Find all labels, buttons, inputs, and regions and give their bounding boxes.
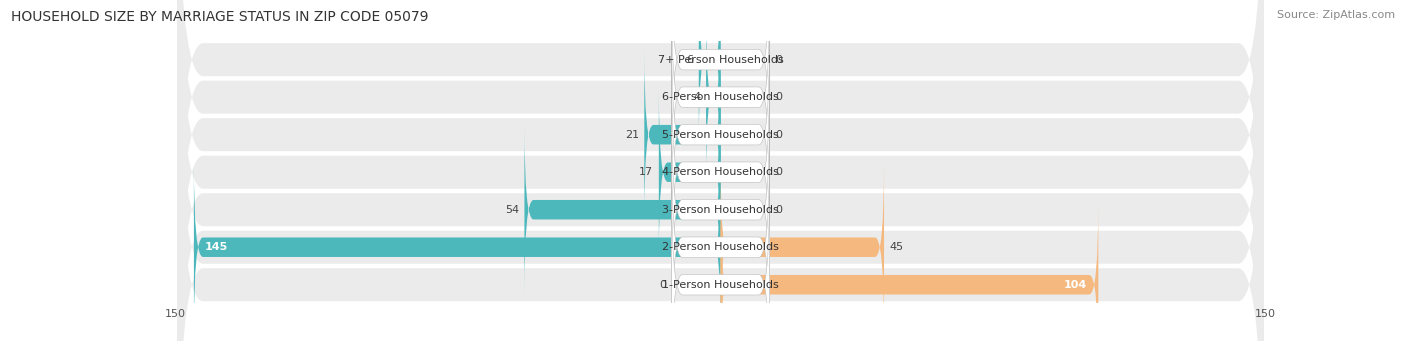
Text: 6-Person Households: 6-Person Households xyxy=(662,92,779,102)
FancyBboxPatch shape xyxy=(177,0,1264,341)
Text: 21: 21 xyxy=(624,130,638,140)
Text: 0: 0 xyxy=(775,55,782,65)
Text: 45: 45 xyxy=(890,242,904,252)
FancyBboxPatch shape xyxy=(177,39,1264,341)
Text: 6: 6 xyxy=(686,55,693,65)
Text: 4-Person Households: 4-Person Households xyxy=(662,167,779,177)
Text: 0: 0 xyxy=(775,130,782,140)
Text: 0: 0 xyxy=(775,205,782,215)
FancyBboxPatch shape xyxy=(644,51,721,219)
FancyBboxPatch shape xyxy=(524,126,721,294)
Text: 5-Person Households: 5-Person Households xyxy=(662,130,779,140)
FancyBboxPatch shape xyxy=(672,32,769,237)
FancyBboxPatch shape xyxy=(672,70,769,275)
FancyBboxPatch shape xyxy=(194,163,721,331)
FancyBboxPatch shape xyxy=(672,0,769,199)
FancyBboxPatch shape xyxy=(699,0,721,144)
FancyBboxPatch shape xyxy=(177,0,1264,341)
FancyBboxPatch shape xyxy=(672,145,769,341)
FancyBboxPatch shape xyxy=(721,163,884,331)
Text: 0: 0 xyxy=(775,167,782,177)
FancyBboxPatch shape xyxy=(672,182,769,341)
Text: 145: 145 xyxy=(205,242,228,252)
FancyBboxPatch shape xyxy=(672,107,769,312)
Text: 3-Person Households: 3-Person Households xyxy=(662,205,779,215)
Text: Source: ZipAtlas.com: Source: ZipAtlas.com xyxy=(1277,10,1395,20)
FancyBboxPatch shape xyxy=(721,201,1098,341)
Text: 0: 0 xyxy=(659,280,666,290)
Text: HOUSEHOLD SIZE BY MARRIAGE STATUS IN ZIP CODE 05079: HOUSEHOLD SIZE BY MARRIAGE STATUS IN ZIP… xyxy=(11,10,429,24)
Text: 7+ Person Households: 7+ Person Households xyxy=(658,55,783,65)
FancyBboxPatch shape xyxy=(177,0,1264,341)
FancyBboxPatch shape xyxy=(672,0,769,162)
Text: 54: 54 xyxy=(505,205,519,215)
Text: 104: 104 xyxy=(1064,280,1087,290)
FancyBboxPatch shape xyxy=(177,1,1264,341)
Text: 2-Person Households: 2-Person Households xyxy=(662,242,779,252)
Text: 4: 4 xyxy=(693,92,700,102)
Text: 1-Person Households: 1-Person Households xyxy=(662,280,779,290)
FancyBboxPatch shape xyxy=(659,88,721,256)
Text: 17: 17 xyxy=(640,167,654,177)
FancyBboxPatch shape xyxy=(177,0,1264,306)
Text: 0: 0 xyxy=(775,92,782,102)
FancyBboxPatch shape xyxy=(177,0,1264,341)
FancyBboxPatch shape xyxy=(706,13,721,181)
